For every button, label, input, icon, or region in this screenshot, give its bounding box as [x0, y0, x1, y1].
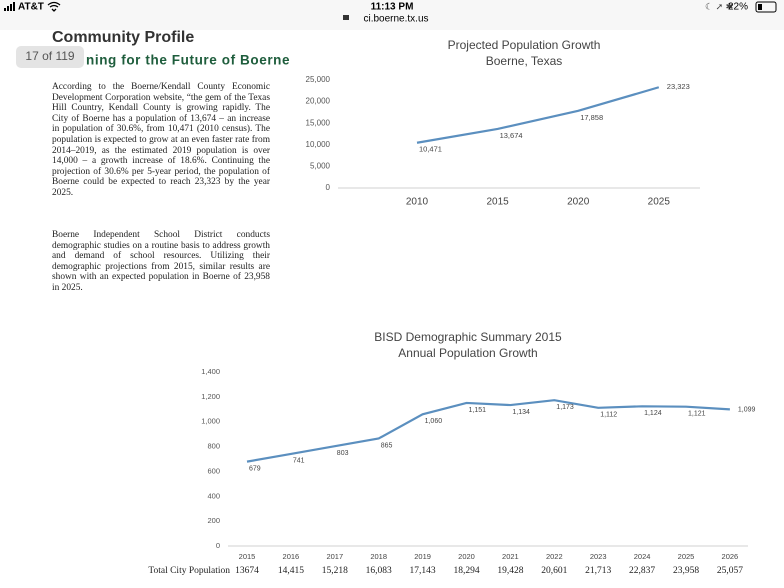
- y-tick-label: 25,000: [306, 75, 331, 84]
- x-tick-label: 2026: [722, 552, 739, 561]
- y-tick-label: 10,000: [306, 140, 331, 149]
- data-label: 1,121: [688, 411, 706, 418]
- table-cell: 19,428: [497, 566, 523, 576]
- table-cell: 20,601: [541, 566, 567, 576]
- x-tick-label: 2022: [546, 552, 563, 561]
- data-label: 1,151: [469, 407, 487, 414]
- x-tick-label: 2024: [634, 552, 651, 561]
- doc-heading: ning for the Future of Boerne: [86, 53, 290, 68]
- data-label: 865: [381, 442, 393, 449]
- data-label: 803: [337, 450, 349, 457]
- y-tick-label: 20,000: [306, 97, 331, 106]
- wifi-icon: [47, 1, 61, 12]
- table-cell: 18,294: [453, 566, 479, 576]
- paragraph: According to the Boerne/Kendall County E…: [52, 82, 270, 198]
- x-tick-label: 2015: [239, 552, 256, 561]
- data-label: 1,099: [738, 406, 756, 413]
- y-tick-label: 400: [207, 491, 220, 500]
- x-tick-label: 2019: [414, 552, 431, 561]
- x-tick-label: 2010: [406, 197, 429, 208]
- signal-icon: [4, 2, 15, 11]
- x-tick-label: 2015: [486, 197, 509, 208]
- x-tick-label: 2020: [458, 552, 475, 561]
- y-tick-label: 1,200: [201, 392, 220, 401]
- table-cell: 13674: [235, 566, 259, 576]
- data-label: 1,060: [425, 418, 443, 425]
- data-label: 1,134: [512, 409, 530, 416]
- carrier: AT&T: [18, 2, 44, 13]
- data-label: 741: [293, 458, 305, 465]
- y-tick-label: 1,400: [201, 367, 220, 376]
- y-tick-label: 0: [216, 541, 220, 550]
- chart-title: BISD Demographic Summary 2015: [374, 330, 562, 344]
- data-label: 23,323: [667, 82, 690, 91]
- table-cell: 25,057: [717, 566, 743, 576]
- y-tick-label: 600: [207, 466, 220, 475]
- status-icons: ☾ ➚ ✱: [705, 1, 733, 11]
- data-label: 1,112: [600, 412, 617, 419]
- chart-subtitle: Annual Population Growth: [398, 346, 537, 360]
- data-label: 1,124: [644, 410, 662, 417]
- data-label: 1,173: [556, 404, 574, 411]
- y-tick-label: 15,000: [306, 118, 331, 127]
- y-tick-label: 0: [326, 183, 331, 192]
- paragraph: Boerne Independent School District condu…: [52, 230, 270, 293]
- data-label: 679: [249, 465, 261, 472]
- y-tick-label: 1,000: [201, 417, 220, 426]
- data-label: 10,471: [419, 145, 442, 154]
- line-series: [416, 86, 660, 144]
- clock: 11:13 PM: [371, 2, 414, 13]
- x-tick-label: 2016: [283, 552, 300, 561]
- y-tick-label: 800: [207, 442, 220, 451]
- table-cell: 22,837: [629, 566, 655, 576]
- battery-icon: [755, 1, 777, 13]
- line-series: [246, 399, 730, 463]
- x-tick-label: 2021: [502, 552, 519, 561]
- battery-percent: 22%: [728, 2, 748, 13]
- x-tick-label: 2023: [590, 552, 607, 561]
- lock-icon: [343, 15, 349, 20]
- data-label: 17,858: [580, 113, 603, 122]
- status-bar-bg: [0, 0, 784, 30]
- doc-title: Community Profile: [52, 29, 194, 46]
- battery-level: [758, 4, 762, 10]
- table-cell: 21,713: [585, 566, 611, 576]
- data-label: 13,674: [500, 131, 523, 140]
- page-indicator: 17 of 119: [25, 49, 74, 63]
- x-tick-label: 2017: [326, 552, 343, 561]
- table-label: Total City Population: [148, 566, 230, 576]
- x-tick-label: 2025: [648, 197, 671, 208]
- page-badge[interactable]: [16, 46, 84, 68]
- table-cell: 14,415: [278, 566, 304, 576]
- chart-title: Projected Population Growth: [448, 38, 601, 52]
- url[interactable]: ci.boerne.tx.us: [363, 14, 428, 25]
- x-tick-label: 2020: [567, 197, 590, 208]
- chart-subtitle: Boerne, Texas: [486, 54, 563, 68]
- x-tick-label: 2025: [678, 552, 695, 561]
- table-cell: 23,958: [673, 566, 699, 576]
- table-cell: 17,143: [410, 566, 436, 576]
- table-cell: 16,083: [366, 566, 392, 576]
- x-tick-label: 2018: [370, 552, 387, 561]
- y-tick-label: 200: [207, 516, 220, 525]
- y-tick-label: 5,000: [310, 162, 331, 171]
- table-cell: 15,218: [322, 566, 348, 576]
